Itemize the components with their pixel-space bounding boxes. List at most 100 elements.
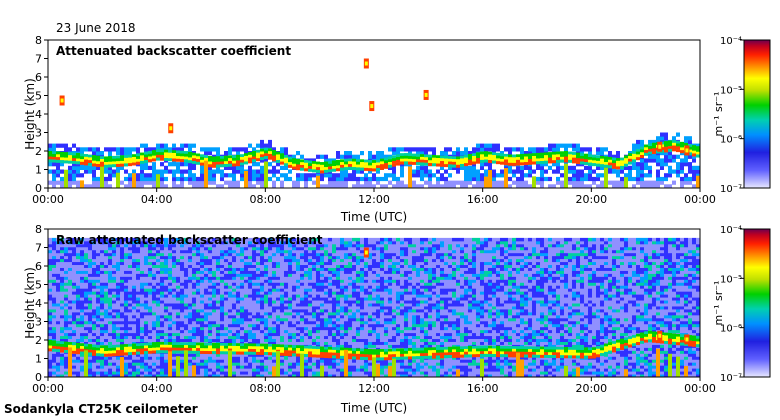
heatmap-cell xyxy=(124,184,128,189)
heatmap-cell xyxy=(640,158,644,163)
heatmap-cell xyxy=(264,255,268,260)
heatmap-cell xyxy=(128,291,132,295)
heatmap-cell xyxy=(540,176,544,182)
heatmap-cell xyxy=(128,341,132,345)
heatmap-cell xyxy=(148,353,152,357)
boundary-layer-cell xyxy=(180,345,184,349)
boundary-layer-cell xyxy=(488,151,492,155)
heatmap-cell xyxy=(156,255,160,260)
boundary-layer-cell xyxy=(644,144,648,148)
heatmap-cell xyxy=(344,169,348,174)
heatmap-cell xyxy=(120,338,124,342)
heatmap-cell xyxy=(248,279,252,283)
boundary-layer-cell xyxy=(364,167,368,171)
boundary-layer-cell xyxy=(424,157,428,161)
heatmap-cell xyxy=(76,264,80,268)
heatmap-cell xyxy=(68,184,72,189)
heatmap-cell xyxy=(280,374,284,378)
heatmap-cell xyxy=(208,180,212,185)
heatmap-cell xyxy=(108,326,112,331)
heatmap-cell xyxy=(120,246,124,251)
heatmap-cell xyxy=(280,255,284,260)
boundary-layer-cell xyxy=(268,343,272,347)
heatmap-cell xyxy=(128,303,132,307)
heatmap-cell xyxy=(48,288,52,292)
boundary-layer-cell xyxy=(184,151,188,155)
heatmap-cell xyxy=(260,276,264,280)
boundary-layer-cell xyxy=(176,153,180,157)
heatmap-cell xyxy=(116,341,120,345)
colorbar-ticks: 10⁻⁴10⁻⁵10⁻⁶10⁻⁷ xyxy=(720,36,744,195)
heatmap-cell xyxy=(184,308,188,313)
heatmap-cell xyxy=(104,317,108,322)
heatmap-cell xyxy=(576,184,580,189)
boundary-layer-cell xyxy=(92,163,96,167)
heatmap-cell xyxy=(396,147,400,152)
heatmap-cell xyxy=(264,335,268,340)
heatmap-cell xyxy=(216,308,220,313)
heatmap-cell xyxy=(172,169,176,174)
heatmap-cell xyxy=(152,335,156,340)
heatmap-cell xyxy=(440,151,444,156)
boundary-layer-cell xyxy=(72,160,76,164)
heatmap-cell xyxy=(224,279,228,283)
heatmap-cell xyxy=(72,176,76,182)
boundary-layer-cell xyxy=(416,159,420,163)
boundary-layer-cell xyxy=(496,152,500,156)
heatmap-cell xyxy=(472,184,476,189)
boundary-layer-cell xyxy=(260,157,264,161)
boundary-layer-cell xyxy=(100,353,104,357)
heatmap-cell xyxy=(60,143,64,148)
heatmap-cell xyxy=(160,246,164,251)
heatmap-cell xyxy=(680,180,684,185)
heatmap-cell xyxy=(92,359,96,363)
heatmap-cell xyxy=(76,365,80,369)
heatmap-cell xyxy=(140,143,144,148)
heatmap-cell xyxy=(84,169,88,174)
heatmap-cell xyxy=(284,147,288,152)
boundary-layer-cell xyxy=(248,343,252,347)
heatmap-cell xyxy=(104,341,108,345)
heatmap-cell xyxy=(236,305,240,310)
heatmap-cell xyxy=(244,151,248,156)
heatmap-cell xyxy=(64,282,68,286)
precip-streak xyxy=(316,175,320,188)
heatmap-cell xyxy=(420,165,424,170)
heatmap-cell xyxy=(248,240,252,245)
heatmap-cell xyxy=(136,311,140,316)
heatmap-cell xyxy=(132,264,136,268)
heatmap-cell xyxy=(176,279,180,283)
boundary-layer-cell xyxy=(296,158,300,162)
heatmap-cell xyxy=(320,154,324,159)
heatmap-cell xyxy=(212,246,216,251)
heatmap-cell xyxy=(360,151,364,156)
heatmap-cell xyxy=(84,261,88,266)
heatmap-cell xyxy=(168,264,172,268)
heatmap-cell xyxy=(160,243,164,248)
heatmap-cell xyxy=(276,320,280,325)
heatmap-cell xyxy=(164,353,168,357)
heatmap-cell xyxy=(184,291,188,295)
heatmap-cell xyxy=(192,267,196,271)
heatmap-cell xyxy=(152,294,156,298)
heatmap-cell xyxy=(112,356,116,360)
heatmap-cell xyxy=(56,264,60,268)
heatmap-cell xyxy=(88,273,92,277)
heatmap-cell xyxy=(140,362,144,366)
heatmap-cell xyxy=(248,169,252,174)
heatmap-cell xyxy=(100,294,104,298)
heatmap-cell xyxy=(276,285,280,289)
heatmap-cell xyxy=(164,303,168,307)
heatmap-cell xyxy=(60,329,64,334)
boundary-layer-cell xyxy=(496,158,500,162)
heatmap-cell xyxy=(88,276,92,280)
heatmap-cell xyxy=(520,173,524,178)
heatmap-cell xyxy=(184,332,188,337)
boundary-layer-cell xyxy=(84,343,88,347)
heatmap-cell xyxy=(244,276,248,280)
boundary-layer-cell xyxy=(268,352,272,356)
heatmap-cell xyxy=(112,246,116,251)
heatmap-cell xyxy=(244,237,248,242)
heatmap-cell xyxy=(52,326,56,331)
heatmap-cell xyxy=(76,252,80,257)
